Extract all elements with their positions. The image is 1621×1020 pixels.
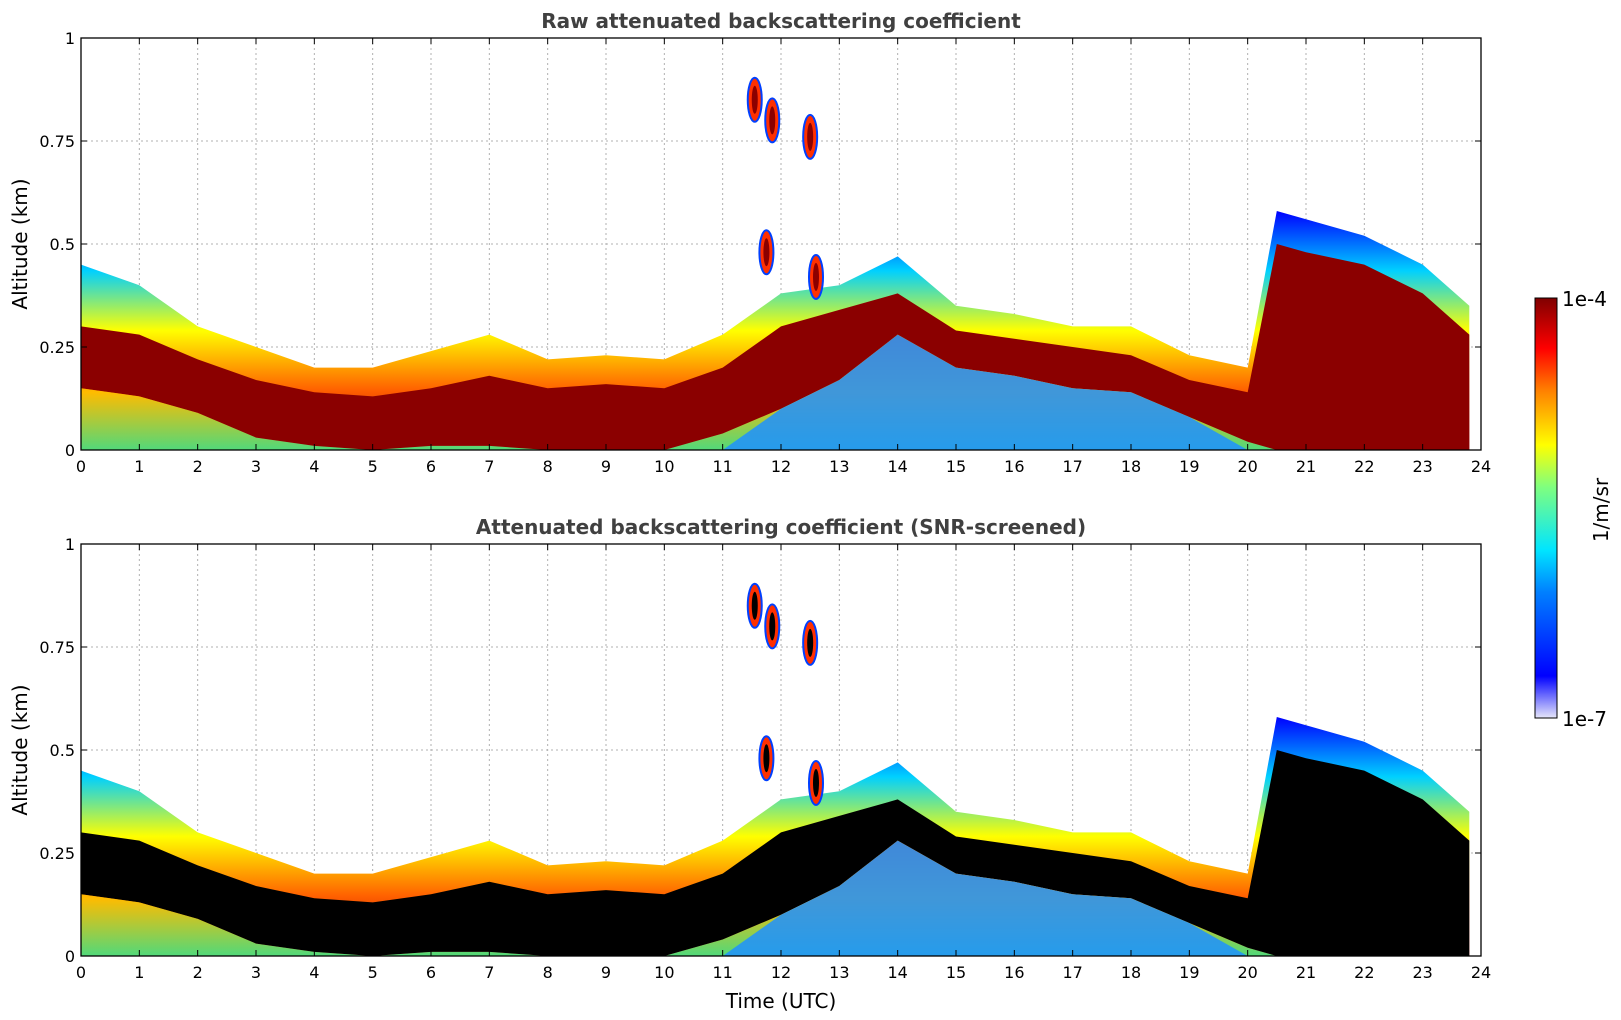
x-tick-label: 15 — [946, 457, 966, 476]
x-tick-label: 1 — [134, 457, 144, 476]
x-tick-label: 13 — [829, 963, 849, 982]
x-tick-label: 18 — [1121, 963, 1141, 982]
x-tick-label: 12 — [771, 457, 791, 476]
x-tick-label: 21 — [1296, 457, 1316, 476]
cloud-patch-core — [769, 612, 776, 641]
y-tick-label: 0.25 — [39, 844, 75, 863]
aerosol-layer-core — [81, 244, 1470, 450]
x-tick-label: 10 — [654, 457, 674, 476]
panel-screened-xlabel: Time (UTC) — [725, 989, 837, 1013]
y-tick-label: 0.75 — [39, 132, 75, 151]
panel-screened-ticks: 0 1 2 3 4 5 6 7 8 9 10 11 12 13 14 15 16 17 18 19 20 21 22 23 24… — [39, 535, 1491, 982]
x-tick-label: 13 — [829, 457, 849, 476]
x-tick-label: 0 — [76, 963, 86, 982]
y-tick-label: 0.5 — [50, 235, 75, 254]
cloud-patch-core — [813, 768, 819, 797]
colorbar-min-label: 1e-7 — [1562, 707, 1607, 731]
x-tick-label: 6 — [426, 963, 436, 982]
x-tick-label: 12 — [771, 963, 791, 982]
x-tick-label: 8 — [543, 963, 553, 982]
x-tick-label: 6 — [426, 457, 436, 476]
panel-raw-ticks: 0 1 2 3 4 5 6 7 8 9 10 11 12 13 14 15 16 17 18 19 20 21 22 23 24… — [39, 29, 1491, 476]
x-tick-label: 4 — [309, 963, 319, 982]
cloud-patch-core — [751, 591, 758, 620]
colorbar-label: 1/m/sr — [1589, 477, 1613, 542]
x-tick-label: 14 — [887, 963, 907, 982]
panel-raw: Raw attenuated backscattering coefficien… — [8, 9, 1491, 476]
x-tick-label: 8 — [543, 457, 553, 476]
x-tick-label: 19 — [1179, 963, 1199, 982]
x-tick-label: 2 — [193, 963, 203, 982]
y-tick-label: 0.5 — [50, 741, 75, 760]
cloud-patch-core — [807, 628, 814, 657]
x-tick-label: 21 — [1296, 963, 1316, 982]
x-tick-label: 11 — [712, 963, 732, 982]
panel-screened: Attenuated backscattering coefficient (S… — [8, 515, 1491, 1013]
x-tick-label: 22 — [1354, 963, 1374, 982]
x-tick-label: 9 — [601, 963, 611, 982]
panel-raw-title: Raw attenuated backscattering coefficien… — [541, 9, 1021, 33]
x-tick-label: 20 — [1237, 457, 1257, 476]
x-tick-label: 14 — [887, 457, 907, 476]
x-tick-label: 22 — [1354, 457, 1374, 476]
x-tick-label: 9 — [601, 457, 611, 476]
x-tick-label: 2 — [193, 457, 203, 476]
x-tick-label: 7 — [484, 457, 494, 476]
x-tick-label: 11 — [712, 457, 732, 476]
cloud-patch-core — [769, 106, 776, 135]
x-tick-label: 17 — [1062, 963, 1082, 982]
y-tick-label: 0 — [65, 441, 75, 460]
cloud-patch-core — [763, 744, 770, 773]
x-tick-label: 23 — [1412, 457, 1432, 476]
low-signal-region — [81, 334, 1470, 450]
x-tick-label: 10 — [654, 963, 674, 982]
y-tick-label: 0.25 — [39, 338, 75, 357]
low-signal-region — [81, 840, 1470, 956]
x-tick-label: 7 — [484, 963, 494, 982]
cloud-patch-core — [813, 262, 819, 291]
x-tick-label: 3 — [251, 963, 261, 982]
panel-screened-ylabel: Altitude (km) — [8, 684, 32, 815]
x-tick-label: 4 — [309, 457, 319, 476]
x-tick-label: 24 — [1471, 963, 1491, 982]
x-tick-label: 15 — [946, 963, 966, 982]
y-tick-label: 0 — [65, 947, 75, 966]
cloud-patch-core — [751, 85, 758, 114]
colorbar-max-label: 1e-4 — [1562, 287, 1607, 311]
x-tick-label: 23 — [1412, 963, 1432, 982]
x-tick-label: 5 — [368, 457, 378, 476]
x-tick-label: 18 — [1121, 457, 1141, 476]
colorbar-gradient — [1534, 297, 1558, 719]
x-tick-label: 5 — [368, 963, 378, 982]
panel-raw-heatmap — [81, 76, 1470, 450]
panel-screened-title: Attenuated backscattering coefficient (S… — [476, 515, 1086, 539]
x-tick-label: 16 — [1004, 963, 1024, 982]
cloud-patch-core — [807, 122, 814, 151]
y-tick-label: 1 — [65, 535, 75, 554]
y-tick-label: 0.75 — [39, 638, 75, 657]
x-tick-label: 3 — [251, 457, 261, 476]
x-tick-label: 24 — [1471, 457, 1491, 476]
x-tick-label: 19 — [1179, 457, 1199, 476]
panel-raw-ylabel: Altitude (km) — [8, 178, 32, 309]
x-tick-label: 1 — [134, 963, 144, 982]
x-tick-label: 16 — [1004, 457, 1024, 476]
x-tick-label: 20 — [1237, 963, 1257, 982]
panel-screened-heatmap — [81, 582, 1470, 956]
x-tick-label: 0 — [76, 457, 86, 476]
colorbar: 1e-4 1e-7 1/m/sr — [1534, 287, 1613, 731]
aerosol-layer-core — [81, 750, 1470, 956]
y-tick-label: 1 — [65, 29, 75, 48]
cloud-patch-core — [763, 238, 770, 267]
x-tick-label: 17 — [1062, 457, 1082, 476]
